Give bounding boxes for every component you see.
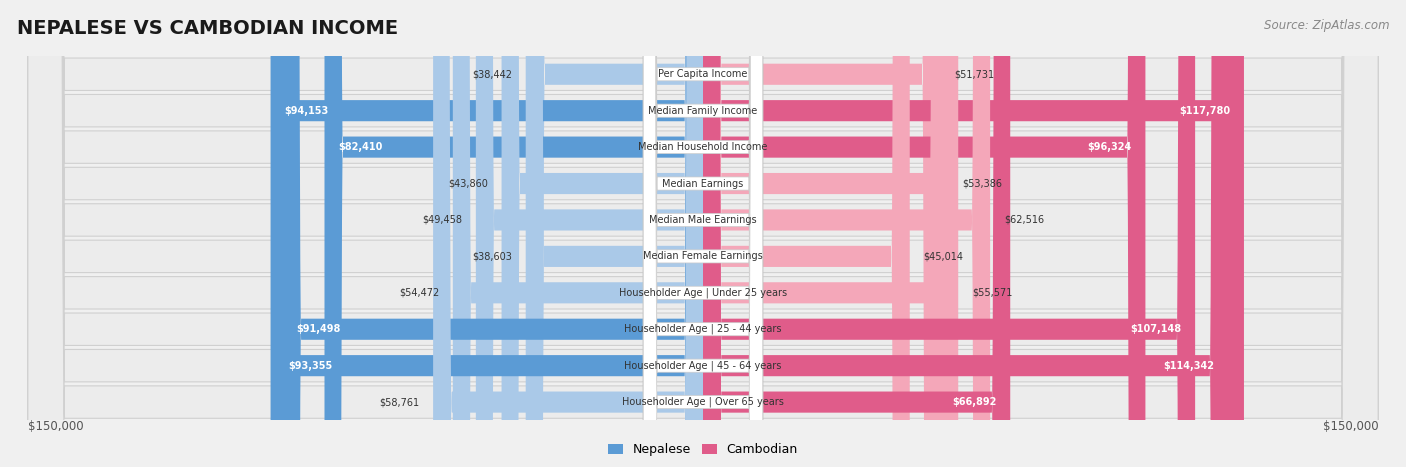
FancyBboxPatch shape [703, 0, 990, 467]
Text: Householder Age | Over 65 years: Householder Age | Over 65 years [621, 397, 785, 407]
Text: $45,014: $45,014 [924, 251, 963, 262]
Text: $54,472: $54,472 [399, 288, 439, 298]
FancyBboxPatch shape [28, 0, 1378, 467]
FancyBboxPatch shape [28, 0, 1378, 467]
Text: $150,000: $150,000 [28, 420, 83, 433]
Text: Median Family Income: Median Family Income [648, 106, 758, 116]
FancyBboxPatch shape [703, 0, 1229, 467]
Text: $91,498: $91,498 [297, 324, 340, 334]
FancyBboxPatch shape [28, 0, 1378, 467]
FancyBboxPatch shape [703, 0, 941, 467]
Text: $43,860: $43,860 [449, 178, 488, 189]
Text: Median Female Earnings: Median Female Earnings [643, 251, 763, 262]
FancyBboxPatch shape [703, 0, 910, 467]
FancyBboxPatch shape [28, 0, 1378, 467]
FancyBboxPatch shape [703, 0, 1146, 467]
FancyBboxPatch shape [283, 0, 703, 467]
FancyBboxPatch shape [526, 0, 703, 467]
Text: $62,516: $62,516 [1004, 215, 1045, 225]
FancyBboxPatch shape [644, 0, 762, 467]
Text: $107,148: $107,148 [1130, 324, 1181, 334]
Text: Per Capita Income: Per Capita Income [658, 69, 748, 79]
FancyBboxPatch shape [325, 0, 703, 467]
FancyBboxPatch shape [644, 0, 762, 467]
FancyBboxPatch shape [28, 0, 1378, 467]
Text: Source: ZipAtlas.com: Source: ZipAtlas.com [1264, 19, 1389, 32]
FancyBboxPatch shape [703, 0, 1011, 467]
Text: Median Household Income: Median Household Income [638, 142, 768, 152]
Text: $51,731: $51,731 [955, 69, 994, 79]
FancyBboxPatch shape [274, 0, 703, 467]
Text: Median Earnings: Median Earnings [662, 178, 744, 189]
Text: $117,780: $117,780 [1180, 106, 1230, 116]
Text: $38,603: $38,603 [472, 251, 512, 262]
Text: $150,000: $150,000 [1323, 420, 1378, 433]
Text: $114,342: $114,342 [1163, 361, 1215, 371]
FancyBboxPatch shape [644, 0, 762, 467]
FancyBboxPatch shape [644, 0, 762, 467]
FancyBboxPatch shape [475, 0, 703, 467]
FancyBboxPatch shape [28, 0, 1378, 467]
FancyBboxPatch shape [644, 0, 762, 467]
Text: $38,442: $38,442 [472, 69, 513, 79]
Text: Householder Age | 45 - 64 years: Householder Age | 45 - 64 years [624, 361, 782, 371]
Text: Householder Age | Under 25 years: Householder Age | Under 25 years [619, 288, 787, 298]
FancyBboxPatch shape [703, 0, 1244, 467]
FancyBboxPatch shape [453, 0, 703, 467]
FancyBboxPatch shape [28, 0, 1378, 467]
FancyBboxPatch shape [270, 0, 703, 467]
FancyBboxPatch shape [644, 0, 762, 467]
FancyBboxPatch shape [644, 0, 762, 467]
FancyBboxPatch shape [644, 0, 762, 467]
Text: Householder Age | 25 - 44 years: Householder Age | 25 - 44 years [624, 324, 782, 334]
FancyBboxPatch shape [502, 0, 703, 467]
FancyBboxPatch shape [703, 0, 948, 467]
FancyBboxPatch shape [526, 0, 703, 467]
FancyBboxPatch shape [28, 0, 1378, 467]
FancyBboxPatch shape [703, 0, 959, 467]
Text: $96,324: $96,324 [1087, 142, 1132, 152]
FancyBboxPatch shape [28, 0, 1378, 467]
FancyBboxPatch shape [644, 0, 762, 467]
Text: $58,761: $58,761 [380, 397, 419, 407]
FancyBboxPatch shape [703, 0, 1195, 467]
FancyBboxPatch shape [28, 0, 1378, 467]
Text: $94,153: $94,153 [284, 106, 329, 116]
FancyBboxPatch shape [644, 0, 762, 467]
Text: $93,355: $93,355 [288, 361, 332, 371]
Text: NEPALESE VS CAMBODIAN INCOME: NEPALESE VS CAMBODIAN INCOME [17, 19, 398, 38]
Text: $66,892: $66,892 [952, 397, 997, 407]
Text: $53,386: $53,386 [962, 178, 1002, 189]
Text: $82,410: $82,410 [339, 142, 382, 152]
Text: Median Male Earnings: Median Male Earnings [650, 215, 756, 225]
Text: $55,571: $55,571 [972, 288, 1012, 298]
Legend: Nepalese, Cambodian: Nepalese, Cambodian [603, 439, 803, 461]
FancyBboxPatch shape [433, 0, 703, 467]
Text: $49,458: $49,458 [422, 215, 463, 225]
